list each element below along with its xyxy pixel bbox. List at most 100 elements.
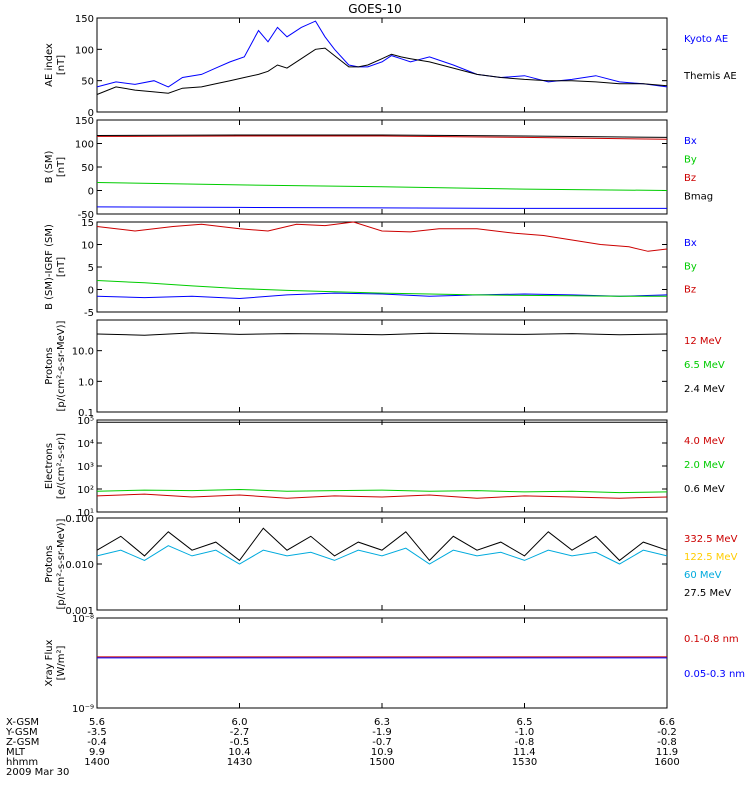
footer-value: 1430 <box>227 757 252 768</box>
panel-6: 0.001 0.010 0.100 Protons [p/(cm²-s-sr-MeV)]… <box>44 514 738 617</box>
y-axis-label: Protons <box>44 545 55 582</box>
series-line-12-mev <box>96 332 668 336</box>
footer-value: -0.7 <box>372 737 392 748</box>
footer-value: -0.5 <box>230 737 250 748</box>
legend-label: Bx <box>684 238 697 249</box>
y-tick-label: 1.0 <box>78 377 94 388</box>
footer-row-label: MLT <box>6 747 26 758</box>
series-line-bx <box>96 206 667 209</box>
legend-label: 332.5 MeV <box>684 534 738 545</box>
footer-ephemeris: X-GSM 5.6 6.0 6.3 6.5 6.6 Y-GSM -3.5 -2.7 -1.9 -1.… <box>5 717 680 768</box>
y-tick-label: 10⁻⁹ <box>72 704 94 715</box>
legend-label: 2.0 MeV <box>684 460 725 471</box>
y-tick-label: 0.1 <box>78 408 94 419</box>
y-tick-label: 150 <box>75 14 94 25</box>
series-line-60-mev <box>96 545 668 565</box>
y-axis-label: [nT] <box>56 157 67 177</box>
legend-label: Bz <box>684 285 696 296</box>
footer-value: 6.5 <box>517 717 533 728</box>
footer-value: 1600 <box>654 757 679 768</box>
series-line-2-0-mev <box>96 488 668 494</box>
y-tick-label: -50 <box>78 210 94 221</box>
footer-row-label: Z-GSM <box>6 737 39 748</box>
footer-value: 6.3 <box>374 717 390 728</box>
y-tick-label: 10⁴ <box>77 439 94 450</box>
y-tick-label: 50 <box>81 163 94 174</box>
y-tick-label: 10³ <box>77 462 94 473</box>
footer-value: 11.9 <box>656 747 678 758</box>
y-axis-label: [W/m²] <box>56 645 67 680</box>
y-tick-label: 15 <box>81 218 94 229</box>
footer-value: 6.6 <box>659 717 675 728</box>
panel-frame <box>96 17 668 113</box>
legend-label: 6.5 MeV <box>684 360 725 371</box>
panel-frame <box>96 221 668 313</box>
panel-5: 10¹ 10² 10³ 10⁴ 10⁵ Electrons [e/(cm²-s-sr)] 4.… <box>44 416 725 519</box>
date-label: 2009 Mar 30 <box>6 767 69 778</box>
series-line-kyoto-ae <box>96 20 668 88</box>
footer-value: -0.8 <box>657 737 677 748</box>
footer-value: 10.4 <box>228 747 250 758</box>
y-tick-label: 10 <box>81 241 94 252</box>
legend-label: Bx <box>684 136 697 147</box>
y-tick-label: 10² <box>77 485 94 496</box>
y-tick-label: 50 <box>81 77 94 88</box>
legend-label: By <box>684 155 697 166</box>
panel-4: 0.1 1.0 10.0 Protons [p/(cm²-s-sr-MeV)] 12 Me… <box>44 319 725 419</box>
y-tick-label: 100 <box>75 45 94 56</box>
series-line-bz <box>96 135 668 140</box>
y-tick-label: 10.0 <box>72 347 94 358</box>
footer-value: -3.5 <box>87 727 107 738</box>
footer-value: -1.0 <box>515 727 535 738</box>
y-tick-label: 10⁵ <box>77 416 94 427</box>
footer-value: 6.0 <box>232 717 248 728</box>
footer-value: 1530 <box>512 757 537 768</box>
series-line-themis-ae <box>96 47 668 95</box>
y-axis-label: [nT] <box>56 55 67 75</box>
footer-value: -0.4 <box>87 737 107 748</box>
footer-value: 1500 <box>369 757 394 768</box>
panel-frame <box>96 419 668 513</box>
y-axis-label: AE index <box>44 43 55 87</box>
y-tick-label: 0.010 <box>65 560 94 571</box>
y-tick-label: 0 <box>88 286 94 297</box>
legend-label: Bmag <box>684 192 713 203</box>
y-axis-label: B (SM)-IGRF (SM) <box>44 224 55 310</box>
legend-label: Kyoto AE <box>684 34 728 45</box>
y-axis-label: [p/(cm²-s-sr-MeV)] <box>56 320 67 411</box>
footer-value: 11.4 <box>513 747 535 758</box>
y-axis-label: Xray Flux <box>44 639 55 686</box>
series-line-by <box>96 182 668 191</box>
legend-label: Themis AE <box>683 71 737 82</box>
legend-label: 0.1-0.8 nm <box>684 634 739 645</box>
legend-label: 60 MeV <box>684 570 722 581</box>
y-axis-label: [p/(cm²-s-sr-MeV)] <box>56 518 67 609</box>
legend-label: 2.4 MeV <box>684 384 725 395</box>
y-axis-label: Protons <box>44 347 55 384</box>
panel-frame <box>96 617 668 709</box>
y-tick-label: -5 <box>84 308 94 319</box>
legend-label: 0.05-0.3 nm <box>684 669 745 680</box>
y-tick-label: 10¹ <box>77 508 94 519</box>
panel-frame <box>96 517 668 611</box>
footer-value: -1.9 <box>372 727 392 738</box>
series-line-bz <box>96 221 668 252</box>
footer-value: -0.2 <box>657 727 677 738</box>
footer-value: 9.9 <box>89 747 105 758</box>
footer-value: 10.9 <box>371 747 393 758</box>
footer-value: 1400 <box>84 757 109 768</box>
footer-row-label: Y-GSM <box>5 727 38 738</box>
panel-2: -50 0 50 100 150 B (SM) [nT] Bx By Bz Bmag <box>44 116 713 221</box>
plot-title: GOES-10 <box>348 2 402 16</box>
y-axis-label: Electrons <box>44 443 55 489</box>
legend-label: 4.0 MeV <box>684 436 725 447</box>
y-axis-label: [nT] <box>56 257 67 277</box>
footer-value: 5.6 <box>89 717 105 728</box>
series-line-27-5-mev <box>96 527 668 562</box>
series-line-bx <box>96 292 668 300</box>
y-tick-label: 150 <box>75 116 94 127</box>
footer-row-label: X-GSM <box>6 717 39 728</box>
footer-row-label: hhmm <box>6 757 38 768</box>
